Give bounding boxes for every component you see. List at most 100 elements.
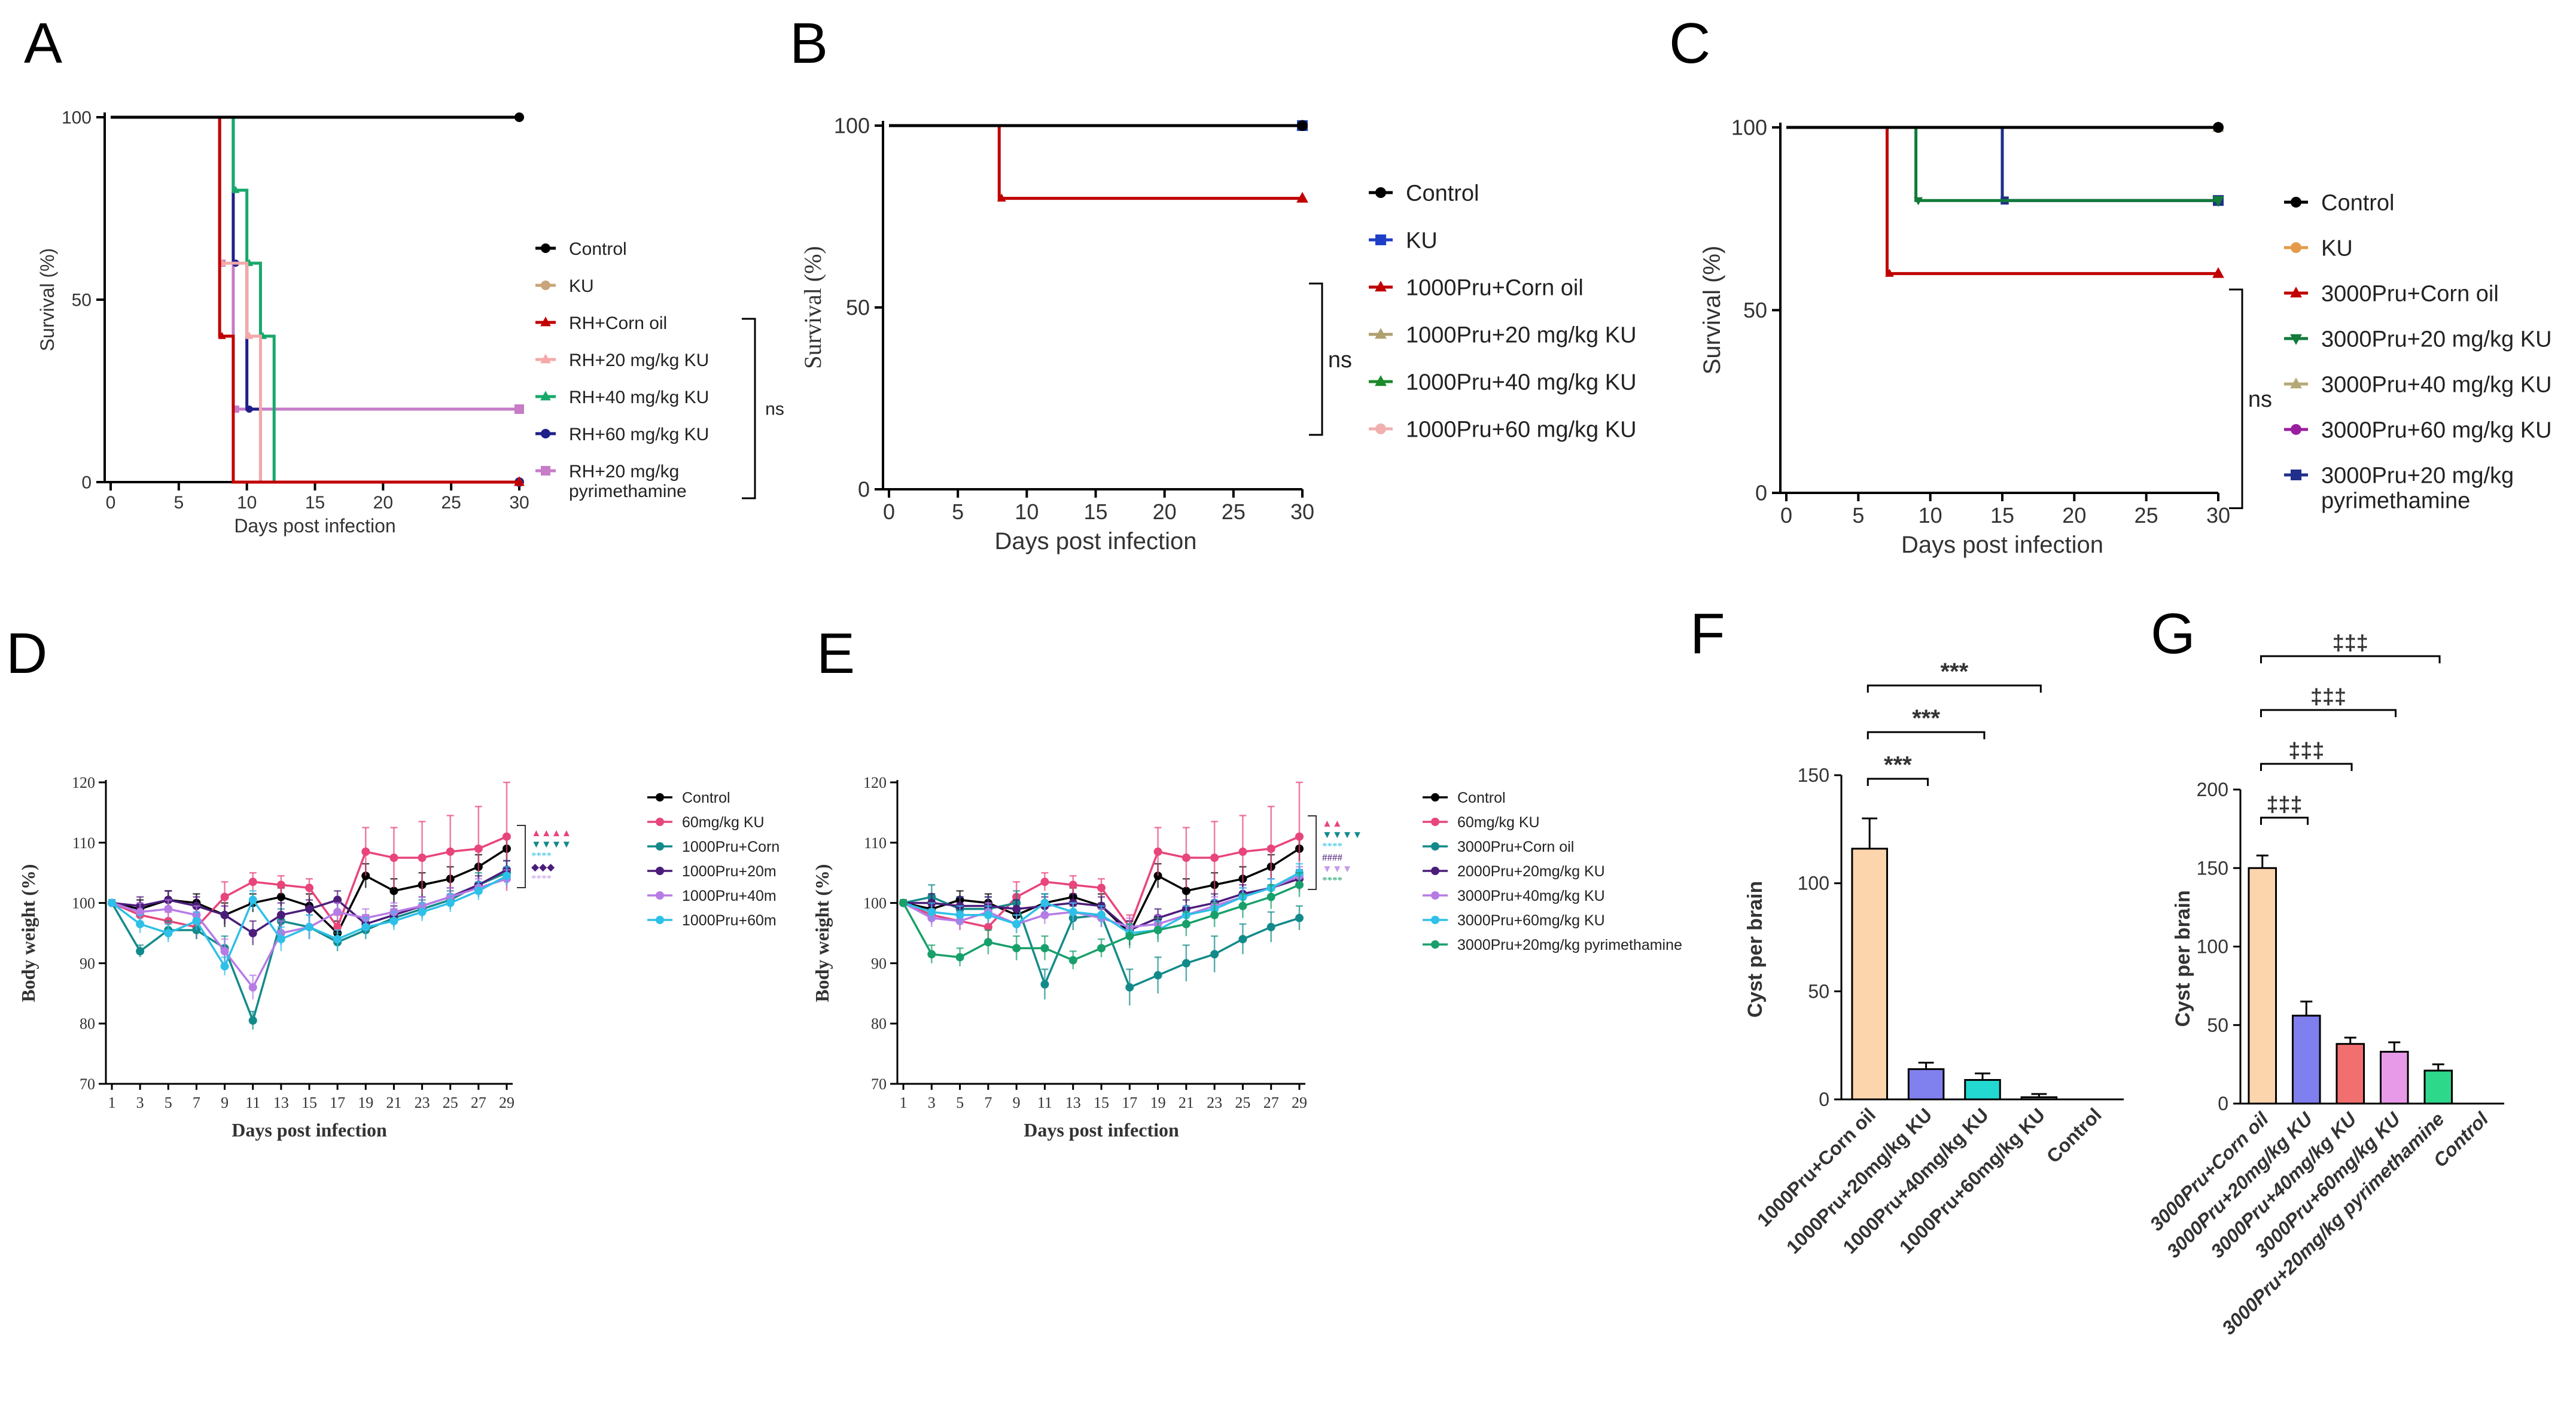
- y-tick-label: 0: [81, 473, 92, 493]
- weight-point-5: [333, 907, 342, 916]
- y-tick-label: 80: [80, 1015, 95, 1032]
- weight-point-5: [164, 904, 173, 913]
- weight-point-2: [1068, 880, 1077, 889]
- survival-end-marker-3: [1296, 191, 1308, 203]
- legend-label-2: KU: [2321, 236, 2353, 261]
- weight-point-6: [418, 907, 427, 916]
- significance-bracket: [1308, 815, 1317, 890]
- x-tick-label: 15: [302, 1094, 317, 1111]
- weight-point-2: [983, 922, 992, 931]
- y-axis-title: Body weight (%): [17, 864, 39, 1002]
- x-tick-label: 11: [1037, 1094, 1052, 1111]
- y-tick-label: 50: [72, 291, 92, 310]
- weight-point-4: [248, 929, 257, 937]
- x-tick-label: 7: [984, 1094, 992, 1111]
- weight-point-6: [983, 910, 992, 919]
- significance-line-4: [2260, 655, 2441, 663]
- x-tick-label: 13: [1065, 1094, 1081, 1111]
- weight-point-7: [1238, 901, 1247, 910]
- y-tick-label: 110: [72, 834, 95, 852]
- weight-point-5: [1040, 910, 1049, 919]
- y-tick-label: 50: [2207, 1014, 2228, 1036]
- bar-2: [2291, 1014, 2321, 1105]
- legend-label-4: 3000Pru+20 mg/kg KU: [2321, 327, 2552, 352]
- y-tick-label: 200: [2197, 779, 2228, 800]
- bracket-label: ns: [2248, 387, 2272, 412]
- weight-point-6: [361, 922, 370, 931]
- significance-label-4: ‡‡‡: [2333, 630, 2368, 655]
- weight-point-4: [276, 910, 285, 919]
- weight-point-1: [389, 886, 398, 895]
- significance-label-3: ‡‡‡: [2310, 684, 2346, 709]
- weight-point-6: [1012, 919, 1021, 928]
- legend-label-3: 3000Pru+Corn oil: [2321, 282, 2499, 307]
- weight-point-4: [305, 904, 313, 913]
- significance-mark-2: ▼▼▼▼: [531, 839, 571, 850]
- y-tick-label: 100: [834, 114, 870, 138]
- legend-label-5: 3000Pru+40mg/kg KU: [1457, 888, 1605, 904]
- legend-label-3: 1000Pru+Corn: [682, 839, 780, 855]
- significance-mark-4: ◆◆◆: [531, 861, 555, 873]
- weight-point-7: [1153, 925, 1162, 934]
- weight-point-4: [333, 895, 342, 904]
- weight-point-6: [1097, 910, 1106, 919]
- legend-marker-6: [656, 916, 664, 924]
- x-tick-label: 5: [956, 1094, 964, 1111]
- weight-point-7: [1068, 956, 1077, 965]
- survival-end-marker-4: [2212, 196, 2224, 207]
- legend-marker-3: [656, 842, 664, 851]
- bar-5: [2423, 1069, 2453, 1105]
- panel-letter-g: G: [2151, 602, 2196, 666]
- weight-point-6: [1068, 907, 1077, 916]
- weight-point-3: [248, 1016, 257, 1025]
- weight-point-4: [1012, 904, 1021, 913]
- y-axis-title: Body weight (%): [811, 864, 833, 1002]
- significance-mark-4: ####: [1322, 852, 1343, 863]
- x-tick-label: 30: [1290, 499, 1314, 524]
- significance-mark-2: ▼▼▼▼: [1322, 829, 1362, 840]
- legend-label-7: pyrimethamine: [569, 482, 687, 501]
- survival-end-marker-7: [514, 404, 524, 414]
- x-tick-label: 27: [1263, 1094, 1279, 1111]
- weight-point-3: [1238, 935, 1247, 944]
- y-tick-label: 0: [1755, 481, 1767, 505]
- weight-point-2: [1153, 847, 1162, 856]
- x-tick-label: 3: [928, 1094, 936, 1111]
- weight-point-6: [276, 935, 285, 944]
- significance-mark-3: ****: [531, 850, 552, 861]
- weight-point-7: [1125, 932, 1134, 941]
- legend-marker-5: [2290, 377, 2302, 389]
- significance-line-2: [1866, 731, 1986, 739]
- legend-marker-7: [541, 466, 550, 476]
- panel-c-survival-chart: 0 5 10 15 20 25 30 0 50 100 Days post infection Sur…: [1699, 115, 2552, 558]
- x-tick-label: 27: [471, 1094, 486, 1111]
- y-tick-label: 100: [62, 108, 92, 128]
- weight-point-2: [389, 854, 398, 862]
- weight-point-2: [503, 832, 511, 841]
- x-tick-label: 17: [330, 1094, 345, 1111]
- y-tick-label: 80: [871, 1015, 887, 1032]
- bar-1: [2248, 867, 2277, 1105]
- legend-marker-6: [541, 429, 550, 438]
- legend-marker-3: [540, 316, 551, 327]
- y-tick-label: 90: [871, 955, 887, 972]
- weight-point-6: [1040, 898, 1049, 907]
- legend-label-7: pyrimethamine: [2321, 488, 2470, 513]
- x-tick-label: 5: [1852, 503, 1864, 528]
- bar-3: [1964, 1078, 2001, 1101]
- y-tick-label: 50: [1743, 298, 1767, 322]
- weight-point-6: [503, 871, 511, 880]
- significance-line-1: [1866, 778, 1929, 786]
- survival-end-marker-1: [1297, 120, 1308, 131]
- survival-end-marker-3: [2212, 267, 2224, 278]
- panel-letter-a: A: [24, 11, 62, 75]
- x-tick-label: 11: [245, 1094, 260, 1111]
- significance-line-3: [1866, 684, 2042, 693]
- weight-point-7: [1040, 944, 1049, 953]
- weight-point-6: [136, 919, 145, 928]
- legend-label-1: Control: [1457, 790, 1506, 806]
- survival-end-marker-1: [514, 112, 524, 122]
- x-tick-label: 25: [443, 1094, 458, 1111]
- weight-point-4: [220, 910, 229, 919]
